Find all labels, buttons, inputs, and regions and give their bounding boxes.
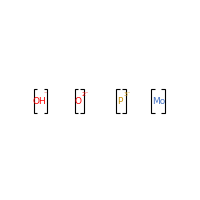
Text: 2⁻: 2⁻: [81, 92, 89, 97]
Text: 3⁻: 3⁻: [123, 92, 130, 97]
Text: ⁻: ⁻: [44, 92, 47, 97]
Text: P: P: [117, 97, 123, 106]
Text: Mo: Mo: [152, 97, 165, 106]
Text: OH: OH: [32, 97, 46, 106]
Text: O: O: [75, 97, 82, 106]
